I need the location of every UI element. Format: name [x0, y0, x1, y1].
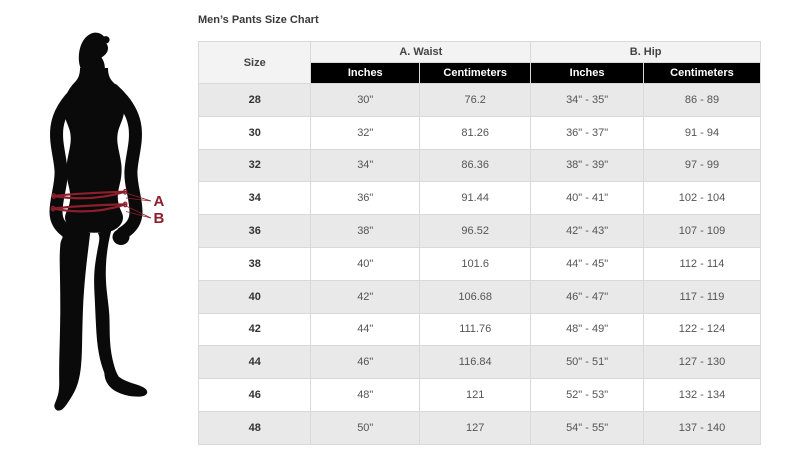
- svg-text:A: A: [154, 193, 165, 210]
- svg-text:B: B: [154, 210, 165, 227]
